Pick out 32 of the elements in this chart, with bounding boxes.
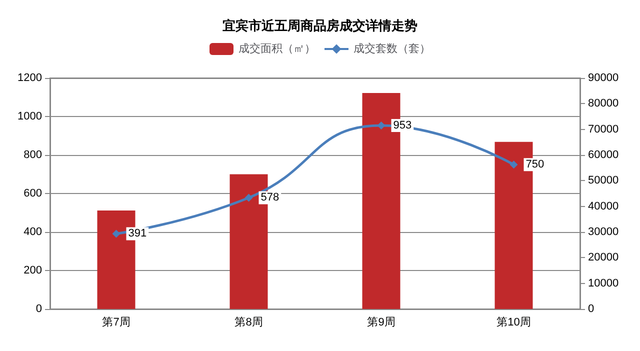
y-tick-label: 400 [24, 226, 42, 238]
y2-tick-label: 20000 [588, 252, 619, 264]
point [377, 122, 386, 130]
legend-label: 成交面积（㎡） [238, 42, 316, 55]
data-label: 750 [526, 158, 544, 171]
y2-tick-label: 40000 [588, 200, 619, 212]
y2-tick-label: 30000 [588, 226, 619, 238]
y2-tick-label: 10000 [588, 277, 619, 290]
y2-tick-label: 90000 [588, 72, 619, 84]
point [244, 194, 253, 202]
x-tick-label: 第8周 [234, 316, 263, 328]
point [112, 230, 120, 238]
data-label: 953 [393, 120, 412, 132]
data-label: 578 [260, 192, 280, 204]
y-tick-label: 200 [24, 264, 42, 276]
chart-title: 宜宾市近五周商品房成交详情走势 [222, 18, 418, 33]
y2-tick-label: 50000 [588, 174, 619, 187]
x-tick-label: 第9周 [367, 316, 396, 328]
y-tick-label: 800 [24, 149, 42, 161]
y2-tick-label: 80000 [588, 98, 619, 110]
y-tick-label: 1200 [18, 72, 42, 84]
x-tick-label: 第7周 [102, 316, 130, 328]
y-tick-label: 1000 [18, 110, 42, 122]
y2-tick-label: 70000 [588, 123, 619, 136]
data-label: 391 [128, 228, 147, 240]
y-tick-label: 600 [24, 188, 42, 200]
y-tick-label: 0 [36, 303, 42, 315]
point [510, 160, 518, 169]
x-tick-label: 第10周 [496, 316, 531, 328]
y2-tick-label: 60000 [588, 149, 619, 161]
y2-tick-label: 0 [588, 303, 594, 315]
legend-label: 成交套数（套） [354, 42, 430, 55]
